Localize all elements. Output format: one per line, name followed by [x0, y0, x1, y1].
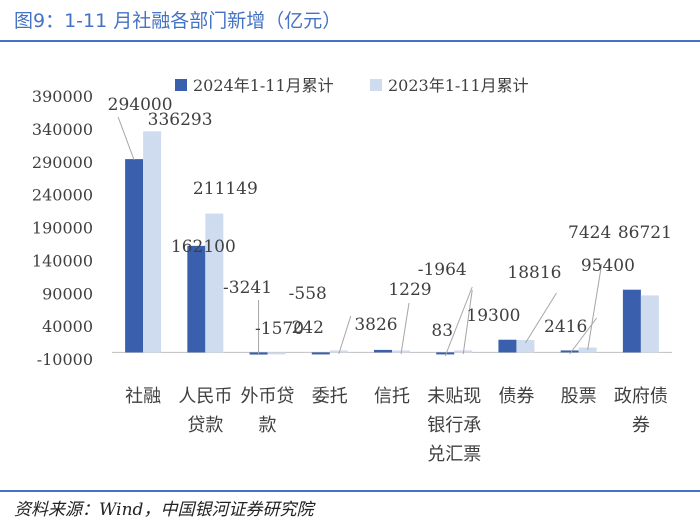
leader-line — [462, 289, 473, 355]
y-tick-label: 90000 — [42, 284, 93, 303]
leader-line — [587, 263, 603, 351]
leader-line — [400, 302, 410, 355]
bar-2023 — [267, 352, 286, 355]
data-label-2024: -558 — [289, 284, 327, 304]
data-label-2024: 2416 — [544, 317, 587, 337]
data-label-2023: 7424 — [568, 223, 611, 243]
leader-line — [117, 116, 135, 161]
category-label: 贷款 — [187, 415, 223, 436]
y-tick-label: 340000 — [32, 120, 93, 139]
bar-2023 — [205, 213, 224, 353]
category-label: 人民币 — [178, 386, 232, 407]
y-tick-label: -10000 — [37, 350, 93, 369]
category-label: 信托 — [374, 386, 410, 407]
chart-title: 图9：1-11 月社融各部门新增（亿元） — [14, 10, 342, 32]
y-tick-label: 40000 — [42, 317, 93, 336]
data-label-2023: 83 — [431, 321, 453, 341]
legend-label: 2024年1-11月累计 — [193, 76, 334, 95]
bar-2024 — [498, 339, 517, 353]
data-label-2023: -1570 — [255, 319, 304, 339]
category-label: 债券 — [498, 386, 534, 407]
y-tick-label: 190000 — [32, 219, 93, 238]
source-divider — [0, 490, 700, 492]
category-label: 银行承 — [427, 415, 481, 436]
category-label: 社融 — [125, 386, 161, 407]
data-label-2024: -3241 — [223, 278, 272, 298]
leader-line — [338, 315, 352, 355]
data-label-2024: 294000 — [108, 95, 173, 115]
category-label: 款 — [259, 415, 277, 436]
category-label: 兑汇票 — [427, 444, 481, 465]
bar-2024 — [311, 352, 330, 355]
bar-2023 — [516, 340, 535, 353]
category-label: 外币贷 — [241, 386, 295, 407]
bar-2024 — [374, 349, 392, 353]
data-label-2024: -1964 — [418, 260, 467, 280]
bar-2023 — [640, 295, 659, 353]
bar-chart: 390000 340000 290000 240000 190000 140000 9000… — [32, 76, 672, 465]
source-note: 资料来源：Wind，中国银河证券研究院 — [14, 500, 314, 520]
bar-2024 — [622, 289, 641, 353]
category-label: 未贴现 — [427, 386, 481, 407]
data-label-2023: 1229 — [388, 280, 431, 300]
category-label: 委托 — [312, 386, 348, 407]
bar-2024 — [125, 159, 144, 353]
data-label-2024: 19300 — [466, 306, 520, 326]
legend-swatch — [370, 79, 382, 91]
data-label-2023: 242 — [292, 318, 324, 338]
category-label: 股票 — [561, 386, 597, 407]
bar-2024 — [436, 352, 455, 355]
y-tick-label: 140000 — [32, 251, 93, 270]
y-tick-label: 240000 — [32, 186, 93, 205]
data-label-2023: 86721 — [618, 223, 672, 243]
bar-2024 — [560, 350, 579, 353]
bar-2023 — [143, 131, 162, 353]
data-label-2023: 18816 — [507, 263, 561, 283]
leader-line — [444, 286, 473, 357]
data-label-2024: 95400 — [581, 256, 635, 276]
legend-swatch — [175, 79, 187, 91]
y-tick-label: 390000 — [32, 87, 93, 106]
category-label: 政府债 — [614, 386, 668, 407]
bar-2023 — [329, 350, 348, 353]
data-label-2023: 211149 — [193, 179, 258, 199]
category-label: 券 — [632, 415, 650, 436]
bar-2024 — [187, 245, 206, 353]
data-label-2024: 3826 — [354, 315, 397, 335]
data-label-2024: 162100 — [171, 237, 236, 257]
y-tick-label: 290000 — [32, 153, 93, 172]
legend-label: 2023年1-11月累计 — [388, 76, 529, 95]
leader-line — [525, 292, 557, 344]
data-label-2023: 336293 — [148, 110, 213, 130]
title-divider — [0, 40, 700, 42]
